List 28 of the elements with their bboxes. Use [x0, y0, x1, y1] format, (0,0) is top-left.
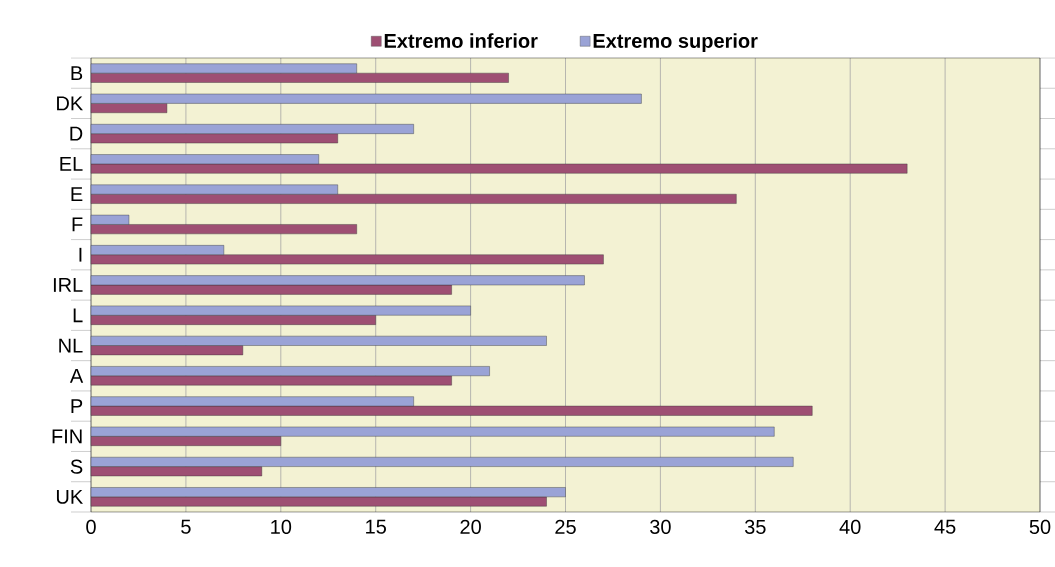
y-tick-label: IRL — [53, 278, 83, 292]
y-tick-label: D — [70, 126, 83, 141]
x-tick-label: 45 — [934, 519, 956, 534]
x-tick-label: 10 — [271, 519, 292, 534]
x-tick-label: 40 — [839, 519, 861, 534]
x-tick-label: 35 — [744, 519, 766, 534]
legend-label: Extremo superior — [593, 33, 758, 52]
x-tick-label: 25 — [555, 519, 576, 534]
y-tick-label: FIN — [52, 429, 82, 444]
y-tick-label: L — [73, 308, 83, 323]
x-tick-label: 15 — [366, 519, 386, 534]
x-tick-label: 5 — [181, 519, 191, 534]
y-tick-label: A — [69, 368, 84, 383]
x-tick-label: 20 — [460, 519, 481, 534]
y-tick-label: E — [71, 187, 83, 202]
y-tick-label: F — [72, 217, 83, 232]
y-tick-label: P — [71, 399, 83, 413]
x-tick-label: 30 — [650, 519, 671, 534]
y-tick-label: DK — [57, 96, 83, 111]
y-tick-label: EL — [60, 157, 83, 171]
y-tick-label: NL — [59, 338, 83, 353]
y-tick-label: B — [71, 66, 83, 81]
y-tick-label: UK — [56, 489, 83, 504]
x-tick-label: 50 — [1029, 519, 1051, 534]
legend-label: Extremo inferior — [384, 33, 538, 48]
x-tick-label: 0 — [86, 519, 96, 534]
y-tick-label: I — [79, 247, 82, 262]
y-tick-label: S — [70, 459, 83, 474]
